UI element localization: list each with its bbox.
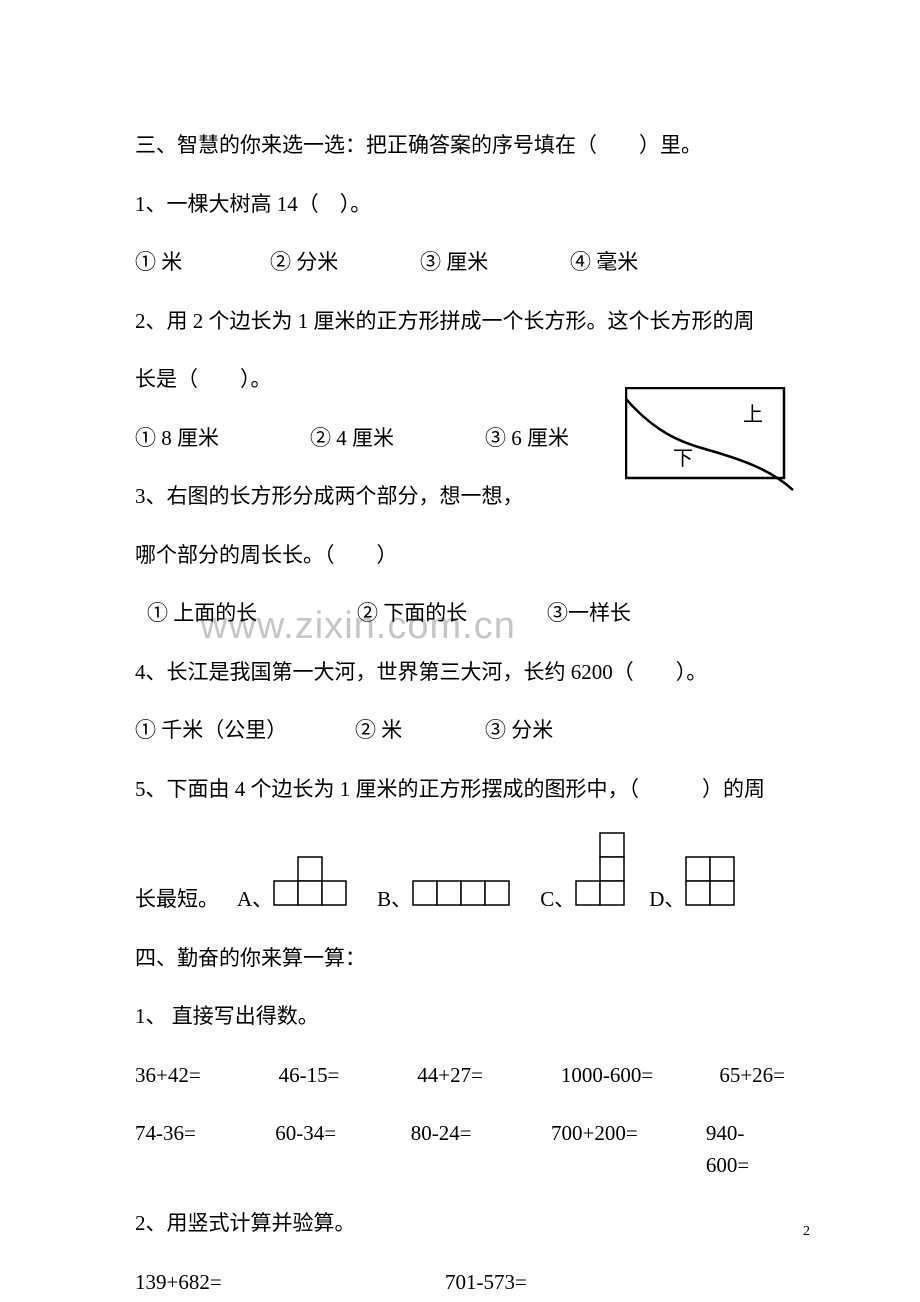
s4-q1-stem: 1、 直接写出得数。 [135,1001,785,1033]
q3-opt1: ① 上面的长 [147,598,357,630]
q2-opt3: ③ 6 厘米 [485,423,569,455]
s4-q2-items: 139+682= 701-573= [135,1267,785,1299]
q3-options: ① 上面的长 ② 下面的长 ③一样长 [135,598,785,630]
q1-opt2: ② 分米 [270,247,420,279]
calc-1-1: 36+42= [135,1060,279,1092]
calc-1-4: 1000-600= [561,1060,719,1092]
calc-2-3: 80-24= [411,1118,551,1181]
q4-stem: 4、长江是我国第一大河，世界第三大河，长约 6200（ ）。 [135,657,785,689]
q5-stem-a: 5、下面由 4 个边长为 1 厘米的正方形摆成的图形中，（ ）的周 [135,774,785,806]
q5-label-b: B、 [377,884,412,916]
q4-options: ① 千米（公里） ② 米 ③ 分米 [135,715,785,747]
q3-stem-b: 哪个部分的周长长。（ ） [135,540,785,572]
q2-stem-a: 2、用 2 个边长为 1 厘米的正方形拼成一个长方形。这个长方形的周 [135,306,785,338]
calc-1-2: 46-15= [279,1060,418,1092]
q5-label-c: C、 [540,884,575,916]
section4-title: 四、勤奋的你来算一算： [135,943,785,975]
q4-opt1: ① 千米（公里） [135,715,355,747]
q4-opt2: ② 米 [355,715,485,747]
calc-2-2: 60-34= [275,1118,410,1181]
calc-2-1: 74-36= [135,1118,275,1181]
section3-title: 三、智慧的你来选一选：把正确答案的序号填在（ ）里。 [135,130,785,162]
q5-label-a: A、 [237,884,273,916]
calc-1-3: 44+27= [417,1060,561,1092]
calc-1-5: 65+26= [719,1060,785,1092]
q3-opt3: ③一样长 [547,598,631,630]
calc-2-4: 700+200= [551,1118,706,1181]
q1-options: ① 米 ② 分米 ③ 厘米 ④ 毫米 [135,247,785,279]
svg-text:上: 上 [743,403,763,426]
svg-text:下: 下 [673,448,693,470]
q2-opt1: ① 8 厘米 [135,423,310,455]
q5-shape-a [273,856,347,916]
q5-shape-c [575,832,625,916]
q3-diagram: 上 下 [625,387,795,487]
q2-opt2: ② 4 厘米 [310,423,485,455]
calc-2-5: 940-600= [706,1118,785,1181]
q4-opt3: ③ 分米 [485,715,553,747]
calc-v2: 701-573= [445,1267,527,1299]
q5-label-d: D、 [649,884,685,916]
q5-shape-b [412,880,510,916]
calc-v1: 139+682= [135,1267,445,1299]
page-number: 2 [803,1221,810,1242]
q1-opt1: ① 米 [135,247,270,279]
s4-q1-row2: 74-36= 60-34= 80-24= 700+200= 940-600= [135,1118,785,1181]
q3-opt2: ② 下面的长 [357,598,547,630]
q5-row: 长最短。 A、 B、 C、 [135,832,785,916]
q5-stem-b: 长最短。 [135,884,219,916]
q1-stem: 1、一棵大树高 14（ ）。 [135,189,785,221]
s4-q2-stem: 2、用竖式计算并验算。 [135,1208,785,1240]
q1-opt4: ④ 毫米 [570,247,638,279]
s4-q1-row1: 36+42= 46-15= 44+27= 1000-600= 65+26= [135,1060,785,1092]
q5-shape-d [685,856,735,916]
q1-opt3: ③ 厘米 [420,247,570,279]
